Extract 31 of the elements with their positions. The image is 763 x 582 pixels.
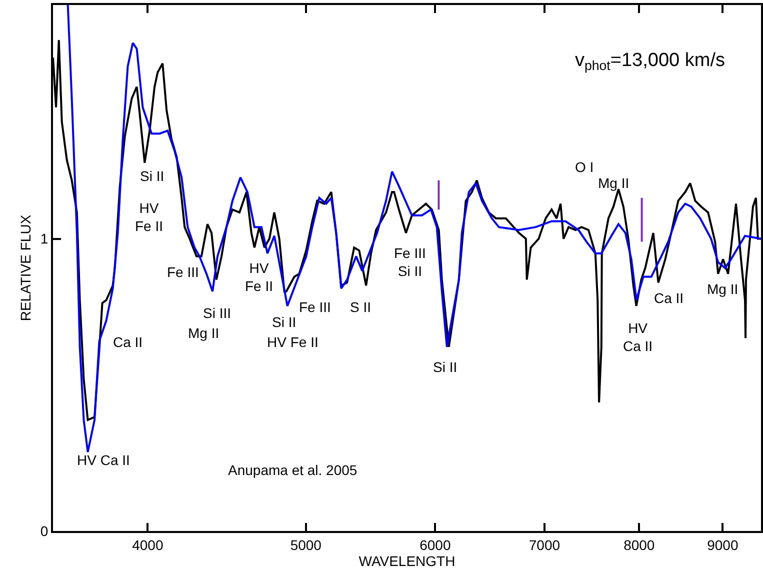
y-tick-label: 1 [40, 230, 48, 247]
annotation: Si II [140, 168, 164, 184]
annotation: Fe III [299, 299, 331, 315]
y-axis-title: RELATIVE FLUX [18, 214, 34, 322]
annotation: HV Ca II [77, 452, 130, 468]
x-tick-label: 4000 [132, 536, 164, 553]
x-tick-label: 9000 [707, 536, 738, 553]
annotation: HV Fe II [135, 200, 164, 234]
annotation: Mg II [707, 281, 738, 297]
annotation: Ca II [654, 290, 684, 306]
annotation: HV Ca II [623, 320, 653, 354]
x-tick-label: 8000 [624, 536, 655, 553]
annotation: Fe III Si II [394, 245, 426, 280]
annotation: Ca II [113, 334, 143, 350]
x-tick-label: 6000 [420, 536, 451, 553]
annotation: S II [350, 299, 372, 315]
annotation: HV Fe II [245, 260, 274, 294]
annotation: Fe III [167, 264, 199, 280]
x-tick-label: 7000 [528, 536, 560, 553]
x-axis-title: WAVELENGTH [358, 552, 456, 569]
annotation: HV Fe II [267, 334, 318, 350]
y-tick-label: 0 [40, 522, 48, 539]
annotation: v$_{phot}$=13,000 km/s [575, 50, 725, 73]
annotation: Anupama et al. 2005 [228, 462, 358, 478]
annotation: Si II [272, 314, 296, 330]
annotation: Mg II [188, 325, 220, 341]
annotation: Si II [433, 359, 458, 375]
annotation: Mg II [598, 175, 630, 191]
annotation: O I [575, 159, 594, 175]
annotation: Si III [203, 305, 232, 321]
x-tick-label: 5000 [290, 536, 322, 553]
